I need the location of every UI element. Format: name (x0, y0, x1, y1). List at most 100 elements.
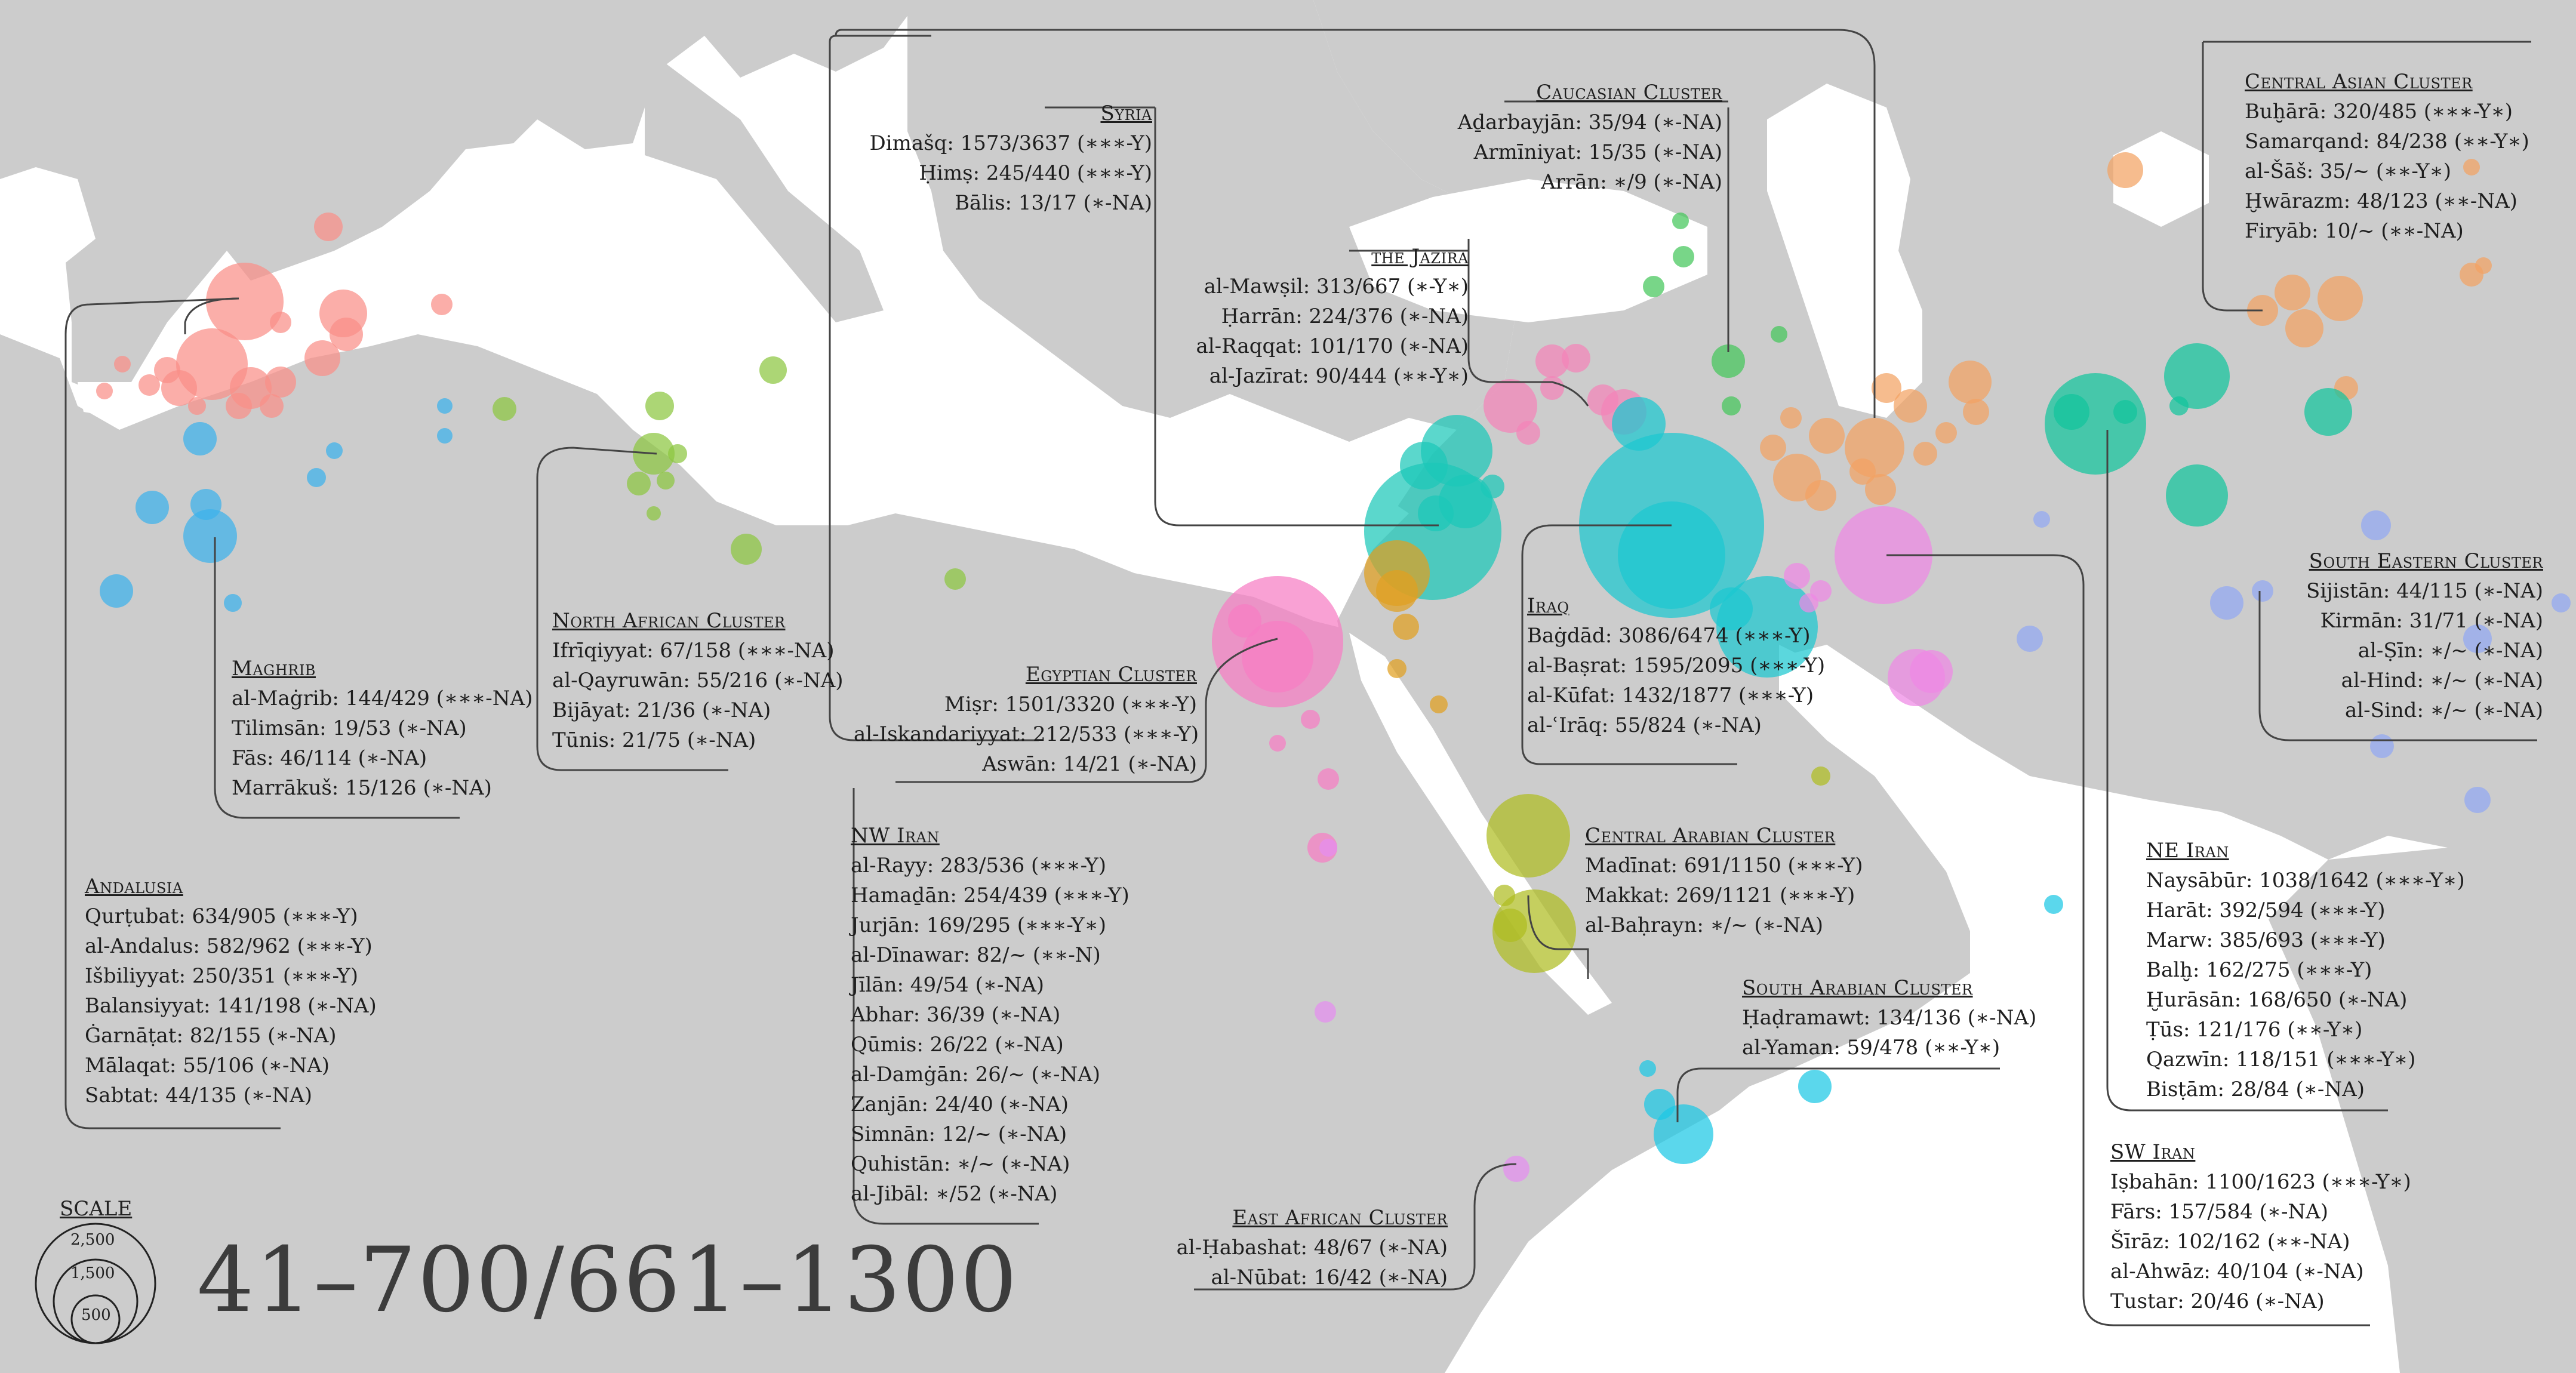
bubble-central_asia (2275, 275, 2310, 310)
bubble-ne_iran (2304, 388, 2352, 436)
cluster-row: Makkat: 269/1121 (∗∗∗-Y) (1585, 883, 1855, 907)
bubble-central_asia (1949, 361, 1992, 404)
cluster-title: North African Cluster (552, 609, 786, 633)
cluster-nw-iran: NW Iran al-Rayy: 283/536 (∗∗∗-Y) Hamaḏān… (851, 821, 1129, 1209)
cluster-title: the Jazira (1371, 245, 1469, 269)
callout-southeast (2258, 591, 2537, 741)
bubble-palestine (1430, 695, 1448, 713)
bubble-nw_iran (1780, 407, 1802, 429)
bubble-jazira (1516, 421, 1540, 445)
cluster-title: Syria (1100, 101, 1152, 125)
cluster-title: NW Iran (851, 824, 940, 848)
cluster-title: South Arabian Cluster (1742, 976, 1973, 1000)
bubble-caucasus (1643, 276, 1664, 297)
cluster-row: Buḫārā: 320/485 (∗∗∗-Y∗) (2245, 100, 2513, 124)
bubble-north_africa (731, 534, 762, 565)
cluster-iraq: Iraq Baġdād: 3086/6474 (∗∗∗-Y) al-Baṣrat… (1527, 591, 1838, 740)
bubble-maghrib (326, 442, 343, 459)
bubble-palestine (1387, 659, 1407, 678)
cluster-row: al-Andalus: 582/962 (∗∗∗-Y) (85, 934, 373, 958)
bubble-caucasus (1771, 326, 1787, 343)
bubble-central_asia (1894, 389, 1927, 423)
scale-circle-small (70, 1294, 121, 1344)
cluster-central-arabia: Central Arabian Cluster Madīnat: 691/115… (1585, 821, 1895, 940)
cluster-row: Bijāyat: 21/36 (∗-NA) (552, 698, 771, 722)
cluster-row: Sijistān: 44/115 (∗-NA) (2306, 579, 2543, 603)
bubble-andalusia (154, 357, 180, 383)
callout-andalusia-link (184, 297, 239, 334)
bubble-maghrib (307, 468, 326, 487)
bubble-southeast (2370, 734, 2394, 758)
scale-value-medium: 1,500 (70, 1264, 115, 1282)
bubble-southeast (2552, 593, 2571, 612)
bubble-north_africa (657, 472, 675, 490)
cluster-row: al-Iskandariyyat: 212/533 (∗∗∗-Y) (854, 722, 1199, 746)
bubble-central_asia (1805, 480, 1836, 511)
cluster-row: Ġarnāṭat: 82/155 (∗-NA) (85, 1024, 337, 1048)
bubble-jazira (1484, 379, 1537, 433)
bubble-nw_iran (1872, 373, 1901, 403)
cluster-row: Qurṭubat: 634/905 (∗∗∗-Y) (85, 904, 358, 928)
bubble-caucasus (1712, 344, 1745, 378)
bubble-ne_iran (2169, 396, 2189, 415)
cluster-syria: Syria Dimašq: 1573/3637 (∗∗∗-Y) Ḥimṣ: 24… (824, 98, 1153, 218)
cluster-row: Fās: 46/114 (∗-NA) (232, 746, 427, 770)
bubble-north_africa (627, 472, 651, 495)
cluster-row: Tūnis: 21/75 (∗-NA) (552, 728, 756, 752)
bubble-andalusia (431, 294, 453, 315)
bubble-jazira (1535, 344, 1569, 378)
cluster-row: Ṭūs: 121/176 (∗∗-Y∗) (2146, 1018, 2363, 1042)
bubble-central_asia (2318, 276, 2363, 321)
bubble-syria (1418, 495, 1454, 531)
bubble-palestine (1376, 570, 1418, 612)
cluster-row: al-Mawṣil: 313/667 (∗-Y∗) (1204, 275, 1469, 298)
bubble-north_africa (645, 392, 674, 420)
cluster-row: Bisṭām: 28/84 (∗-NA) (2146, 1078, 2365, 1101)
bubble-palestine (1393, 614, 1419, 640)
cluster-southeast: South Eastern Cluster Sijistān: 44/115 (… (2245, 546, 2543, 725)
bubble-central_arabia (1486, 794, 1570, 878)
bubble-east_africa (1315, 1001, 1336, 1023)
bubble-jazira (1562, 344, 1590, 373)
bubble-sw_iran (1799, 593, 1818, 612)
bubble-east_africa (1503, 1156, 1529, 1182)
cluster-row: Ifrīqiyyat: 67/158 (∗∗∗-NA) (552, 639, 835, 663)
cluster-row: al-Jazīrat: 90/444 (∗∗-Y∗) (1209, 364, 1469, 388)
cluster-title: Egyptian Cluster (1025, 663, 1197, 686)
cluster-row: Balḫ: 162/275 (∗∗∗-Y) (2146, 958, 2372, 982)
bubble-nw_iran (1849, 458, 1876, 485)
cluster-row: al-Ḥabashat: 48/67 (∗-NA) (1176, 1236, 1448, 1260)
cluster-row: Miṣr: 1501/3320 (∗∗∗-Y) (944, 692, 1197, 716)
bubble-central_asia (1963, 399, 1989, 425)
bubble-egypt (1269, 735, 1286, 752)
cluster-row: al-Yaman: 59/478 (∗∗-Y∗) (1742, 1036, 2001, 1060)
cluster-title: Maghrib (232, 657, 316, 681)
cluster-row: Arrān: ∗/9 (∗-NA) (1541, 170, 1722, 194)
bubble-maghrib (224, 594, 242, 612)
cluster-title: South Eastern Cluster (2309, 549, 2543, 573)
callout-central-asia (2202, 42, 2263, 312)
bubble-andalusia (139, 374, 160, 396)
bubble-ne_iran (2054, 394, 2089, 430)
cluster-row: Abhar: 36/39 (∗-NA) (851, 1003, 1061, 1027)
bubble-east_africa (1319, 839, 1337, 857)
bubble-central_asia (1760, 435, 1786, 461)
callout-sw-iran (1886, 554, 2370, 1326)
bubble-jazira (1587, 384, 1618, 415)
bubble-nw_iran (1935, 422, 1957, 444)
bubble-andalusia (114, 356, 131, 373)
bubble-southeast (2361, 510, 2391, 540)
cluster-east-africa: East African Cluster al-Ḥabashat: 48/67 … (1134, 1203, 1448, 1292)
bubble-sw_iran (1835, 506, 1932, 604)
bubble-north_africa (668, 444, 687, 463)
bubble-andalusia (260, 394, 284, 418)
seas (78, 84, 2400, 1373)
cluster-row: Kirmān: 31/71 (∗-NA) (2320, 609, 2543, 633)
callout-egypt (895, 638, 1278, 783)
cluster-row: al-Rayy: 283/536 (∗∗∗-Y) (851, 854, 1107, 878)
cluster-ne-iran: NE Iran Naysābūr: 1038/1642 (∗∗∗-Y∗) Har… (2146, 836, 2465, 1104)
cluster-row: Ḥaḍramawt: 134/136 (∗-NA) (1742, 1006, 2037, 1030)
cluster-row: Hamaḏān: 254/439 (∗∗∗-Y) (851, 883, 1129, 907)
cluster-row: Ḥimṣ: 245/440 (∗∗∗-Y) (919, 161, 1152, 185)
callout-maghrib (214, 537, 460, 819)
